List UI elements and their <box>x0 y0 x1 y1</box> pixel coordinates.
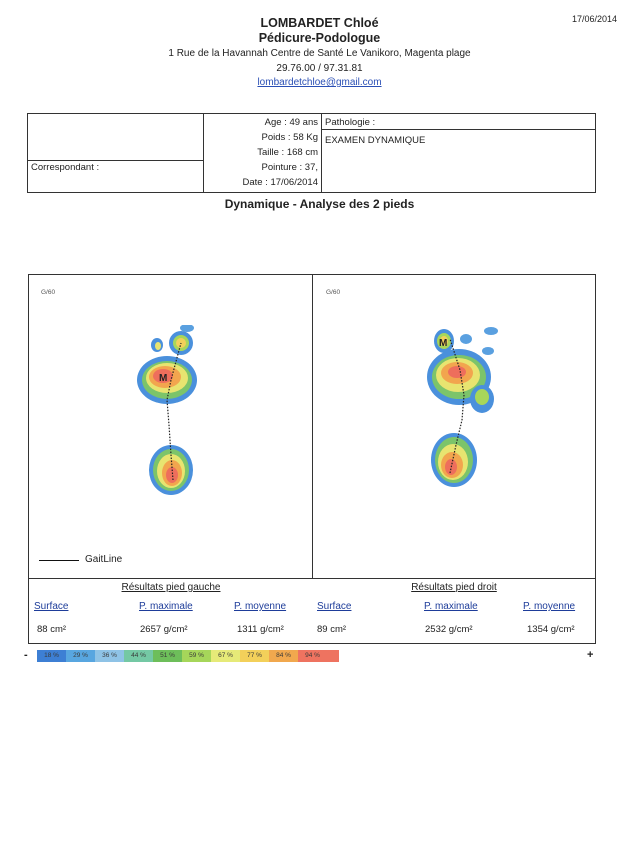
legend-step: 67 % <box>211 650 240 662</box>
legend-step: 29 % <box>66 650 95 662</box>
patient-weight: Poids : 58 Kg <box>261 132 318 143</box>
right-midfoot-marker: M <box>439 338 447 349</box>
right-foot-pressure-map: M <box>427 327 498 487</box>
table-divider <box>321 114 322 192</box>
practice-phone: 29.76.00 / 97.31.81 <box>276 63 363 74</box>
right-pmax-value: 2532 g/cm² <box>425 624 473 635</box>
patient-height: Taille : 168 cm <box>257 147 318 158</box>
patient-vitals: Age : 49 ans Poids : 58 Kg Taille : 168 … <box>204 114 318 192</box>
left-pmax-header: P. maximale <box>139 601 193 612</box>
patient-info-table: Correspondant : Age : 49 ans Poids : 58 … <box>27 113 596 193</box>
left-midfoot-marker: M <box>159 373 167 384</box>
legend-step: 84 % <box>269 650 298 662</box>
pathology-label: Pathologie : <box>325 117 376 128</box>
left-scale-label: G/60 <box>41 289 56 296</box>
legend-step: 44 % <box>124 650 153 662</box>
practitioner-name: LOMBARDET Chloé <box>260 16 379 30</box>
left-surface-header: Surface <box>34 601 69 612</box>
right-results-title: Résultats pied droit <box>411 582 497 593</box>
gaitline-legend-label: GaitLine <box>85 554 123 565</box>
gaitline-legend-line <box>39 560 79 561</box>
legend-step <box>327 650 339 662</box>
print-date: 17/06/2014 <box>571 14 617 24</box>
left-pmean-header: P. moyenne <box>234 601 287 612</box>
legend-plus-sign: + <box>587 649 594 661</box>
table-divider <box>28 160 203 161</box>
legend-step: 94 % <box>298 650 327 662</box>
pathology-value: EXAMEN DYNAMIQUE <box>325 135 426 146</box>
patient-age: Age : 49 ans <box>264 117 318 128</box>
legend-step: 59 % <box>182 650 211 662</box>
legend-step: 77 % <box>240 650 269 662</box>
left-surface-value: 88 cm² <box>37 624 67 635</box>
legend-step: 36 % <box>95 650 124 662</box>
right-pmean-header: P. moyenne <box>523 601 576 612</box>
correspondant-label: Correspondant : <box>31 162 100 173</box>
left-pmean-value: 1311 g/cm² <box>237 624 284 635</box>
table-divider <box>321 129 595 130</box>
panel-divider <box>29 578 595 579</box>
footprint-analysis-panel: G/60 G/60 M <box>28 274 596 644</box>
table-divider <box>203 114 204 192</box>
exam-date: Date : 17/06/2014 <box>242 177 318 188</box>
left-results-title: Résultats pied gauche <box>121 582 221 593</box>
right-surface-header: Surface <box>317 601 352 612</box>
left-pmax-value: 2657 g/cm² <box>140 624 188 635</box>
right-surface-value: 89 cm² <box>317 624 347 635</box>
legend-step: 18 % <box>37 650 66 662</box>
practice-email-link[interactable]: lombardetchloe@gmail.com <box>257 77 382 88</box>
practitioner-profession: Pédicure-Podologue <box>258 31 381 45</box>
right-pmax-header: P. maximale <box>424 601 478 612</box>
right-scale-label: G/60 <box>326 289 341 296</box>
right-pmean-value: 1354 g/cm² <box>527 624 575 635</box>
legend-step: 51 % <box>153 650 182 662</box>
section-title: Dynamique - Analyse des 2 pieds <box>224 197 415 211</box>
patient-shoe-size: Pointure : 37, <box>261 162 318 173</box>
practice-address: 1 Rue de la Havannah Centre de Santé Le … <box>168 48 471 59</box>
pressure-color-legend: 18 % 29 % 36 % 44 % 51 % 59 % 67 % 77 % 84 % 94 % <box>37 650 339 662</box>
legend-minus-sign: - <box>24 649 28 661</box>
left-foot-pressure-map: M <box>137 325 197 495</box>
panel-divider <box>312 275 313 578</box>
